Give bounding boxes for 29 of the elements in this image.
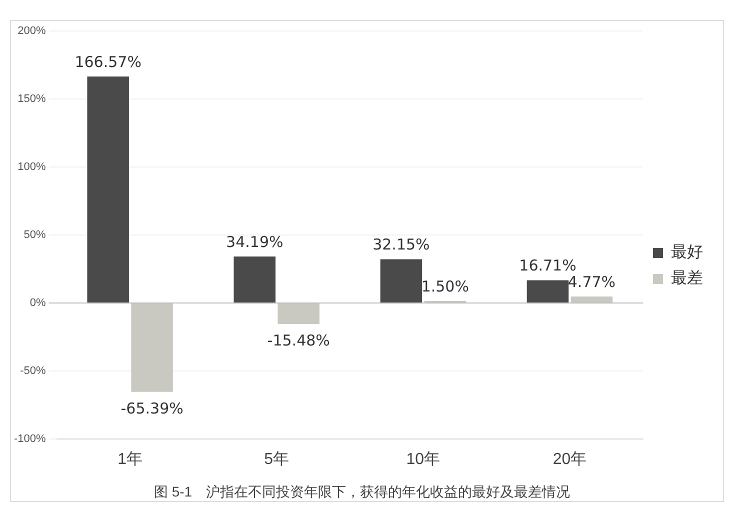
data-label: 32.15% <box>372 236 430 254</box>
y-tick-label: 150% <box>18 93 46 106</box>
bar <box>234 256 276 302</box>
bar <box>570 296 613 302</box>
bar <box>278 304 320 324</box>
data-label: 4.77% <box>568 272 616 291</box>
data-label: -15.48% <box>267 331 330 350</box>
data-label: 1.50% <box>421 277 469 296</box>
text: 图 5-1 沪指在不同投资年限下，获得的年化收益的最好及最差情况 <box>154 483 570 500</box>
y-tick-label: -50% <box>20 365 46 378</box>
y-tick-label: 50% <box>24 229 46 242</box>
bar <box>87 76 129 302</box>
bar <box>380 259 422 302</box>
y-tick-label: 200% <box>18 25 46 38</box>
data-label: -65.39% <box>120 399 184 418</box>
x-tick-label: 5年 <box>264 451 290 468</box>
bar <box>131 304 173 392</box>
data-label: 16.71% <box>519 256 576 275</box>
data-label: 34.19% <box>226 232 284 251</box>
y-tick-label: 100% <box>18 161 46 174</box>
data-label: 166.57% <box>74 52 142 71</box>
x-tick-label: 10年 <box>406 451 440 468</box>
legend-label: 最好 <box>671 242 703 262</box>
x-tick-label: 1年 <box>118 451 143 468</box>
legend-label: 最差 <box>671 268 703 288</box>
bar <box>526 280 569 302</box>
x-tick-label: 20年 <box>552 451 587 468</box>
y-tick-label: 0% <box>30 297 46 310</box>
y-tick-label: -100% <box>14 433 46 446</box>
